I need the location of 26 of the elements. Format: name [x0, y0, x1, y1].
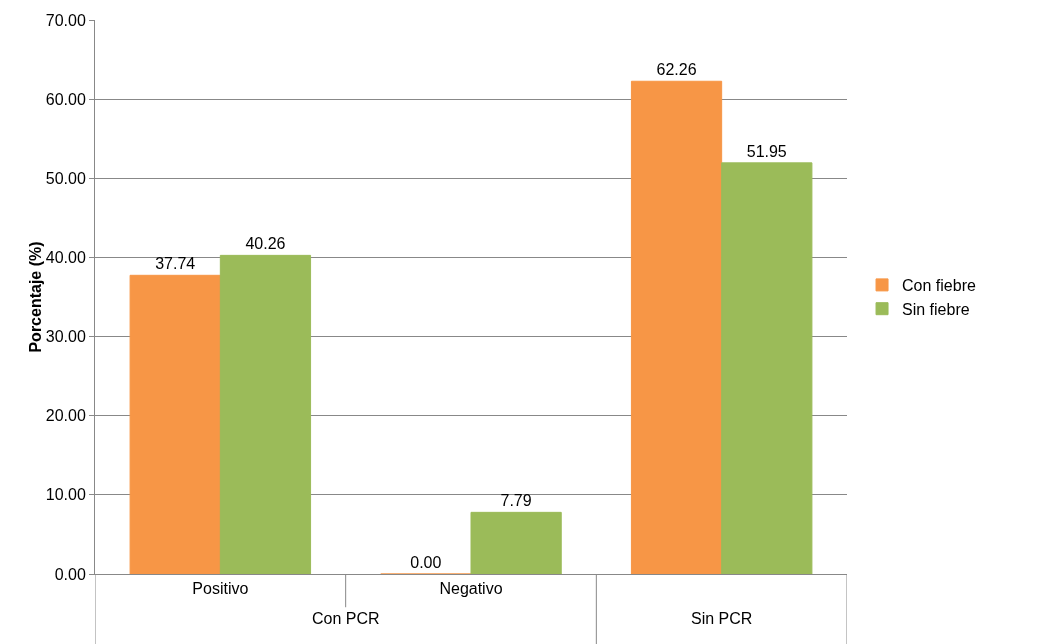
y-axis-title: Porcentaje (%): [26, 241, 44, 353]
x-tick-label: Positivo: [192, 580, 249, 598]
data-label: 51.95: [746, 142, 787, 160]
data-label: 40.26: [245, 235, 286, 253]
y-tick-label: 50.00: [45, 169, 86, 187]
bar: [129, 274, 221, 574]
legend-label: Sin fiebre: [902, 300, 970, 318]
y-tick-label: 10.00: [45, 486, 86, 504]
data-label: 62.26: [656, 61, 697, 79]
data-label: 7.79: [500, 492, 532, 510]
x-tick-label: Negativo: [439, 580, 503, 598]
text: Sin PCR: [691, 610, 753, 627]
data-label: 0.00: [410, 554, 442, 571]
legend-label: Con fiebre: [902, 277, 976, 295]
y-tick-label: 0.00: [54, 565, 86, 583]
bar: [630, 80, 723, 574]
y-tick-label: 30.00: [45, 328, 86, 346]
bar: [219, 254, 312, 574]
bar: [721, 162, 813, 574]
y-tick-label: 40.00: [45, 249, 86, 267]
y-tick-label: 60.00: [45, 90, 86, 108]
text: Con PCR: [312, 610, 380, 627]
bar: [470, 511, 562, 574]
y-tick-label: 20.00: [45, 407, 86, 425]
y-tick-label: 70.00: [45, 11, 86, 29]
data-label: 37.74: [155, 255, 196, 273]
